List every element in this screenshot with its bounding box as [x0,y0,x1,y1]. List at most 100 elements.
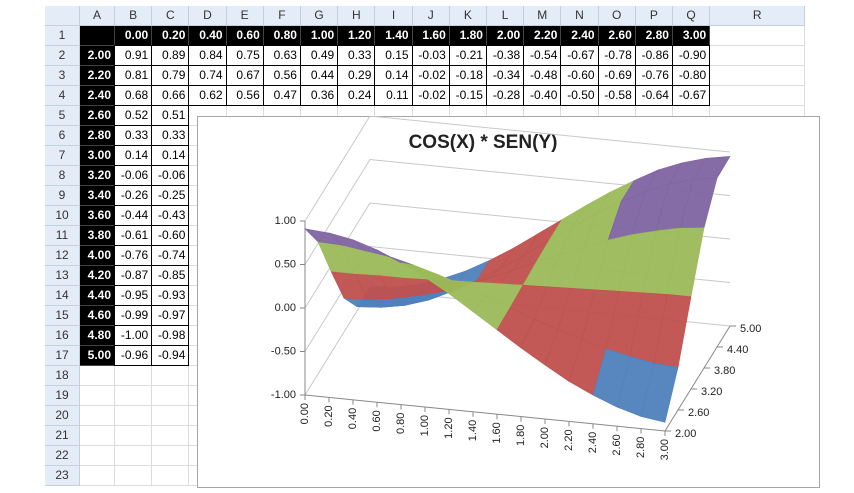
column-header[interactable]: R [710,6,806,26]
data-cell[interactable]: 0.11 [374,85,413,106]
header-cell[interactable]: 0.00 [115,26,153,46]
data-cell[interactable]: 0.33 [337,45,376,66]
data-cell[interactable]: 0.84 [188,45,227,66]
column-header[interactable]: O [598,6,636,26]
cell[interactable] [152,406,190,426]
row-header[interactable]: 20 [45,406,80,426]
cell[interactable] [115,446,153,466]
cell[interactable] [152,386,190,406]
cell[interactable] [710,86,806,106]
column-header[interactable]: P [635,6,673,26]
cell[interactable] [710,46,806,66]
column-header[interactable]: I [375,6,413,26]
data-cell[interactable]: 0.68 [114,85,153,106]
data-cell[interactable]: 0.51 [151,105,190,126]
data-cell[interactable]: -0.61 [114,225,153,246]
header-cell[interactable]: 2.20 [524,26,562,46]
data-cell[interactable]: 0.89 [151,45,190,66]
data-cell[interactable]: 0.33 [114,125,153,146]
data-cell[interactable]: 0.62 [188,85,227,106]
column-header[interactable]: E [226,6,264,26]
header-cell[interactable]: 4.20 [80,266,115,286]
header-cell[interactable]: 0.60 [226,26,264,46]
column-header[interactable]: K [449,6,487,26]
header-cell[interactable]: 2.40 [80,86,115,106]
data-cell[interactable]: 0.47 [262,85,301,106]
data-cell[interactable]: -0.25 [151,185,190,206]
cell[interactable] [152,446,190,466]
cell[interactable] [80,426,115,446]
data-cell[interactable]: -0.60 [560,65,599,86]
column-header[interactable]: A [80,6,115,26]
header-cell[interactable]: 4.80 [80,326,115,346]
cell[interactable] [152,366,190,386]
data-cell[interactable]: -0.28 [486,85,525,106]
row-header[interactable]: 3 [45,66,80,86]
header-cell[interactable]: 3.80 [80,226,115,246]
header-cell[interactable]: 1.60 [412,26,450,46]
data-cell[interactable]: -0.34 [486,65,525,86]
header-cell[interactable]: 4.40 [80,286,115,306]
header-cell[interactable]: 5.00 [80,346,115,366]
row-header[interactable]: 21 [45,426,80,446]
data-cell[interactable]: -0.06 [151,165,190,186]
data-cell[interactable]: -0.67 [672,85,711,106]
data-cell[interactable]: -0.48 [523,65,562,86]
data-cell[interactable]: -0.85 [151,265,190,286]
row-header[interactable]: 18 [45,366,80,386]
row-header[interactable]: 22 [45,446,80,466]
data-cell[interactable]: 0.36 [300,85,339,106]
row-header[interactable]: 5 [45,106,80,126]
data-cell[interactable]: -0.93 [151,285,190,306]
data-cell[interactable]: -0.96 [114,345,153,366]
data-cell[interactable]: 0.29 [337,65,376,86]
cell[interactable] [710,26,806,46]
header-cell[interactable]: 2.80 [80,126,115,146]
data-cell[interactable]: -0.90 [672,45,711,66]
row-header[interactable]: 6 [45,126,80,146]
data-cell[interactable]: -0.67 [560,45,599,66]
header-cell[interactable]: 3.40 [80,186,115,206]
row-header[interactable]: 17 [45,346,80,366]
column-header[interactable]: Q [673,6,711,26]
data-cell[interactable]: 0.24 [337,85,376,106]
row-header[interactable]: 12 [45,246,80,266]
header-cell[interactable]: 2.60 [80,106,115,126]
column-header[interactable]: N [561,6,599,26]
data-cell[interactable]: -0.44 [114,205,153,226]
header-cell[interactable]: 3.00 [673,26,711,46]
cell[interactable] [80,446,115,466]
row-header[interactable]: 1 [45,26,80,46]
column-header[interactable]: B [115,6,153,26]
data-cell[interactable]: 0.63 [262,45,301,66]
header-cell[interactable]: 1.40 [375,26,413,46]
cell[interactable] [80,366,115,386]
data-cell[interactable]: 0.67 [225,65,264,86]
header-cell[interactable]: 0.20 [152,26,190,46]
cell[interactable] [80,406,115,426]
row-header[interactable]: 10 [45,206,80,226]
data-cell[interactable]: -0.80 [672,65,711,86]
data-cell[interactable]: 0.14 [374,65,413,86]
data-cell[interactable]: -0.87 [114,265,153,286]
data-cell[interactable]: -0.15 [448,85,487,106]
data-cell[interactable]: -0.54 [523,45,562,66]
data-cell[interactable]: 0.56 [225,85,264,106]
column-header[interactable]: G [301,6,339,26]
data-cell[interactable]: -0.06 [114,165,153,186]
data-cell[interactable]: -0.18 [448,65,487,86]
header-cell[interactable]: 3.20 [80,166,115,186]
data-cell[interactable]: -0.02 [411,85,450,106]
data-cell[interactable]: -0.98 [151,325,190,346]
header-cell[interactable]: 2.40 [561,26,599,46]
data-cell[interactable]: 0.52 [114,105,153,126]
data-cell[interactable]: -0.21 [448,45,487,66]
data-cell[interactable]: -0.60 [151,225,190,246]
cell[interactable] [80,386,115,406]
header-cell[interactable] [80,26,115,46]
header-cell[interactable]: 3.00 [80,146,115,166]
data-cell[interactable]: -0.43 [151,205,190,226]
cell[interactable] [115,426,153,446]
column-header[interactable]: F [263,6,301,26]
data-cell[interactable]: 0.74 [188,65,227,86]
